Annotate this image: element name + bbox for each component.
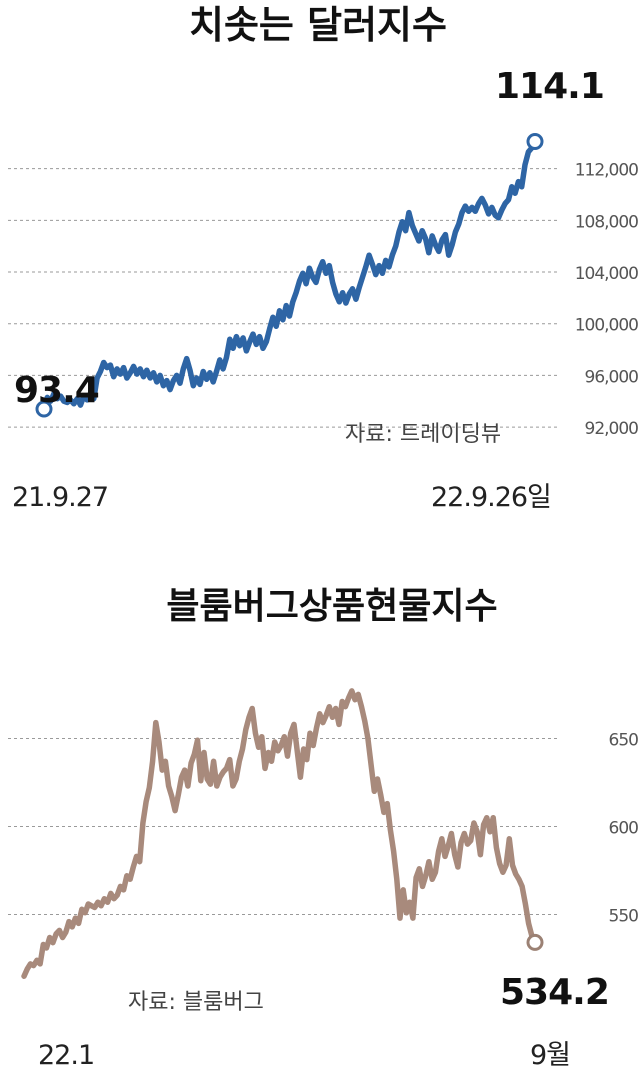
y-tick-label: 112,000 — [575, 161, 638, 181]
y-tick-label: 92,000 — [585, 419, 639, 439]
end-point-marker — [526, 933, 544, 951]
start-value-label: 93.4 — [14, 370, 99, 411]
end-value-label: 534.2 — [500, 972, 609, 1013]
y-tick-label: 108,000 — [575, 212, 638, 232]
chart-title: 블룸버그상품현물지수 — [166, 586, 497, 627]
x-end-label: 9월 — [530, 1040, 570, 1071]
chart-title: 치솟는 달러지수 — [189, 3, 447, 47]
source-note: 자료: 블룸버그 — [128, 990, 264, 1015]
y-tick-label: 96,000 — [585, 367, 639, 387]
grid — [8, 168, 560, 428]
y-tick-label: 100,000 — [575, 316, 638, 336]
x-end-label: 22.9.26일 — [431, 482, 551, 513]
source-note: 자료: 트레이딩뷰 — [345, 422, 501, 447]
end-value-label: 114.1 — [495, 66, 604, 107]
data-series-line — [21, 688, 538, 979]
x-start-label: 21.9.27 — [12, 482, 108, 513]
x-start-label: 22.1 — [38, 1040, 94, 1071]
dollar-index-chart: 치솟는 달러지수 112,000 108,000 104,000 100,000 96,… — [8, 3, 639, 513]
data-series-line — [41, 138, 538, 412]
commodity-index-chart: 블룸버그상품현물지수 650 600 550 534.2 자료: 블룸버그 22.1… — [8, 586, 640, 1071]
y-axis-ticks: 650 600 550 — [609, 730, 640, 927]
end-point-marker — [526, 133, 544, 151]
y-tick-label: 600 — [609, 819, 639, 839]
y-tick-label: 104,000 — [575, 264, 638, 284]
y-tick-label: 650 — [609, 730, 639, 750]
start-point-marker — [35, 400, 53, 418]
y-axis-ticks: 112,000 108,000 104,000 100,000 96,000 92,000 — [575, 161, 639, 439]
y-tick-label: 550 — [609, 907, 639, 927]
